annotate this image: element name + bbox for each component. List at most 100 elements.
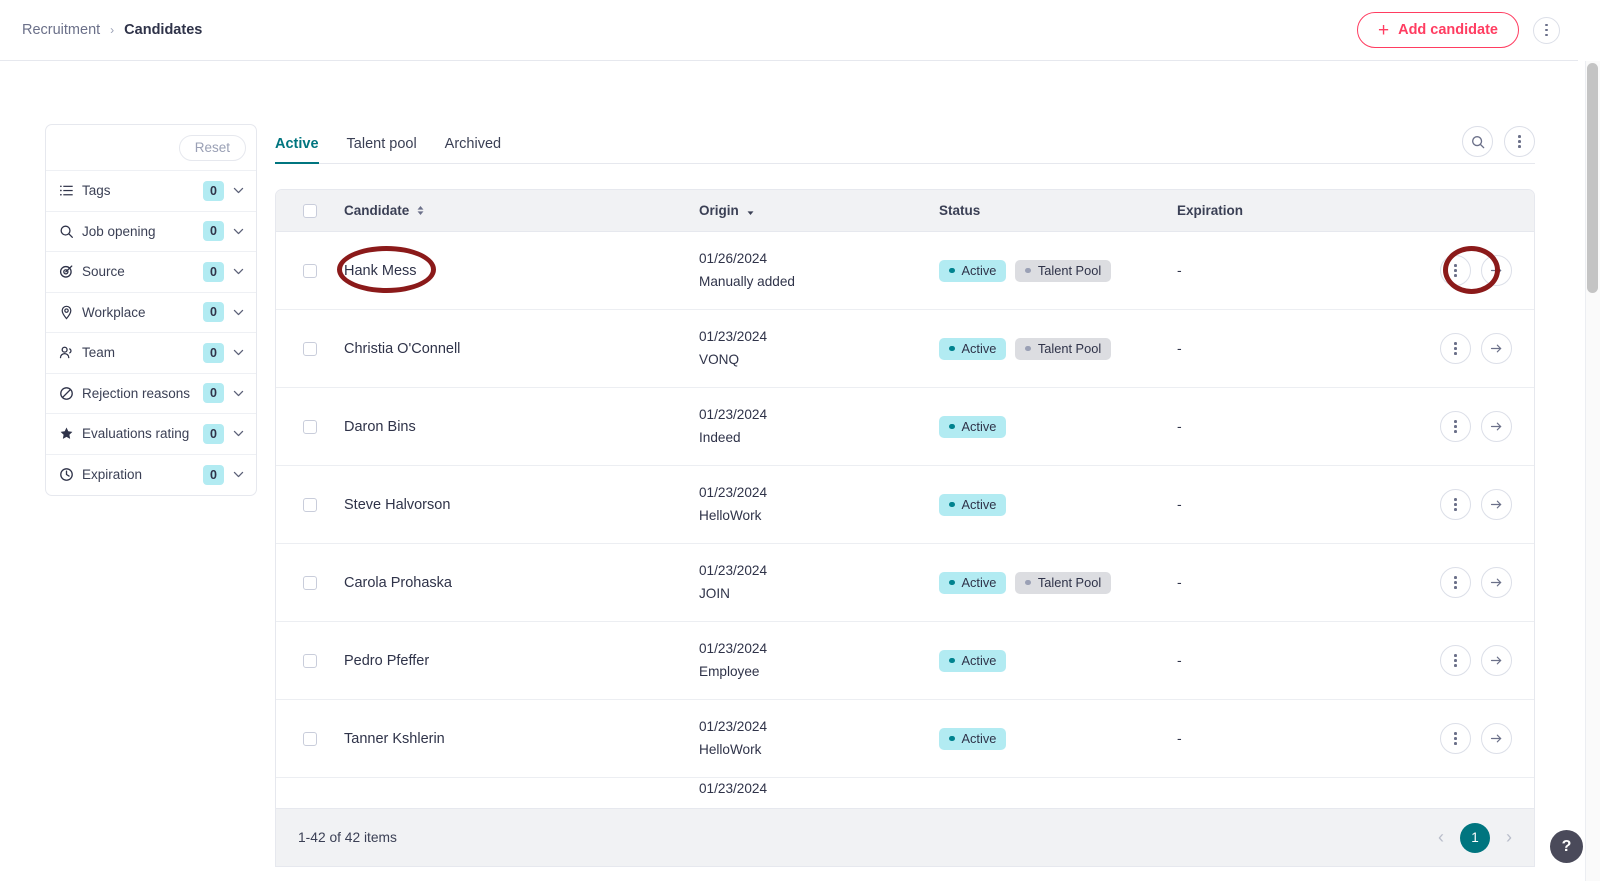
candidate-name-cell[interactable]: Pedro Pfeffer bbox=[344, 652, 699, 670]
chevron-down-icon[interactable] bbox=[232, 306, 245, 319]
table-row[interactable]: Steve Halvorson 01/23/2024 HelloWork Act… bbox=[276, 466, 1534, 544]
page-more-menu-button[interactable] bbox=[1533, 16, 1560, 44]
help-button[interactable]: ? bbox=[1550, 830, 1583, 863]
pagination-next-button[interactable]: › bbox=[1506, 827, 1512, 847]
tab-active[interactable]: Active bbox=[275, 136, 319, 164]
filter-item-job-opening[interactable]: Job opening 0 bbox=[46, 212, 256, 252]
add-candidate-button[interactable]: + Add candidate bbox=[1356, 12, 1519, 48]
top-bar: Recruitment › Candidates + Add candidate bbox=[0, 0, 1578, 61]
row-more-menu-button[interactable] bbox=[1440, 411, 1471, 442]
status-cell: Active Talent Pool bbox=[939, 337, 1177, 360]
column-header-candidate[interactable]: Candidate bbox=[344, 203, 699, 218]
chevron-down-icon[interactable] bbox=[232, 265, 245, 278]
filter-item-source[interactable]: Source 0 bbox=[46, 252, 256, 293]
candidate-name-cell[interactable]: Christia O'Connell bbox=[344, 340, 699, 358]
filter-item-rejection-reasons[interactable]: Rejection reasons 0 bbox=[46, 374, 256, 414]
chevron-down-icon[interactable] bbox=[232, 468, 245, 481]
candidate-name-cell[interactable]: Steve Halvorson bbox=[344, 496, 699, 514]
chevron-down-icon[interactable] bbox=[232, 225, 245, 238]
row-open-button[interactable] bbox=[1481, 645, 1512, 676]
table-row[interactable]: Hank Mess 01/26/2024 Manually added Acti… bbox=[276, 232, 1534, 310]
row-more-menu-button[interactable] bbox=[1440, 645, 1471, 676]
row-checkbox[interactable] bbox=[303, 341, 317, 356]
chevron-down-icon[interactable] bbox=[232, 387, 245, 400]
row-open-button[interactable] bbox=[1481, 489, 1512, 520]
tab-talent-pool[interactable]: Talent pool bbox=[346, 136, 417, 152]
expiration-cell: - bbox=[1177, 730, 1414, 748]
arrow-right-icon bbox=[1490, 656, 1502, 665]
table-row-partial[interactable]: 01/23/2024 bbox=[276, 778, 1534, 808]
row-more-menu-button[interactable] bbox=[1440, 255, 1471, 286]
row-checkbox[interactable] bbox=[303, 419, 317, 434]
column-header-origin[interactable]: Origin bbox=[699, 203, 939, 218]
sort-both-icon[interactable] bbox=[416, 205, 425, 216]
pagination-prev-button[interactable]: ‹ bbox=[1438, 827, 1444, 847]
expiration-cell: - bbox=[1177, 340, 1414, 358]
row-open-button[interactable] bbox=[1481, 333, 1512, 364]
pagination: ‹ 1 › bbox=[1438, 822, 1512, 853]
search-button[interactable] bbox=[1462, 126, 1493, 157]
candidate-name: Carola Prohaska bbox=[344, 574, 452, 591]
select-all-checkbox[interactable] bbox=[303, 203, 317, 218]
chevron-down-icon[interactable] bbox=[232, 346, 245, 359]
chevron-down-icon[interactable] bbox=[232, 184, 245, 197]
breadcrumb-parent[interactable]: Recruitment bbox=[22, 22, 101, 38]
table-row[interactable]: Christia O'Connell 01/23/2024 VONQ Activ… bbox=[276, 310, 1534, 388]
row-more-menu-button[interactable] bbox=[1440, 567, 1471, 598]
filter-count-badge: 0 bbox=[203, 423, 224, 444]
search-icon bbox=[1471, 135, 1484, 148]
row-actions bbox=[1414, 489, 1534, 520]
pagination-page-1[interactable]: 1 bbox=[1460, 822, 1490, 853]
reset-filters-button[interactable]: Reset bbox=[178, 134, 246, 161]
arrow-right-icon bbox=[1490, 500, 1502, 509]
select-all-cell bbox=[276, 203, 344, 218]
row-more-menu-button[interactable] bbox=[1440, 489, 1471, 520]
page-scrollbar-track[interactable] bbox=[1585, 61, 1600, 881]
row-open-button[interactable] bbox=[1481, 255, 1512, 286]
status-cell: Active bbox=[939, 493, 1177, 516]
filter-item-tags[interactable]: Tags 0 bbox=[46, 171, 256, 212]
row-checkbox[interactable] bbox=[303, 731, 317, 746]
filter-item-team[interactable]: Team 0 bbox=[46, 333, 256, 374]
tab-archived[interactable]: Archived bbox=[444, 136, 502, 152]
status-cell: Active Talent Pool bbox=[939, 571, 1177, 594]
sort-descending-icon[interactable] bbox=[746, 205, 755, 216]
table-row[interactable]: Daron Bins 01/23/2024 Indeed Active - bbox=[276, 388, 1534, 466]
row-checkbox[interactable] bbox=[303, 653, 317, 668]
row-checkbox[interactable] bbox=[303, 575, 317, 590]
origin-source: HelloWork bbox=[699, 507, 762, 523]
table-row[interactable]: Carola Prohaska 01/23/2024 JOIN Active T… bbox=[276, 544, 1534, 622]
table-more-menu-button[interactable] bbox=[1504, 126, 1535, 157]
row-open-button[interactable] bbox=[1481, 723, 1512, 754]
kebab-menu-icon bbox=[1518, 135, 1521, 148]
row-open-button[interactable] bbox=[1481, 567, 1512, 598]
row-checkbox[interactable] bbox=[303, 263, 317, 278]
table-row[interactable]: Pedro Pfeffer 01/23/2024 Employee Active… bbox=[276, 622, 1534, 700]
expiration-cell: - bbox=[1177, 574, 1414, 592]
arrow-right-icon bbox=[1490, 344, 1502, 353]
candidate-name-cell[interactable]: Tanner Kshlerin bbox=[344, 730, 699, 748]
row-checkbox[interactable] bbox=[303, 497, 317, 512]
expiration-cell: - bbox=[1177, 418, 1414, 436]
status-badge-active: Active bbox=[939, 649, 1007, 672]
arrow-right-icon bbox=[1490, 266, 1502, 275]
row-more-menu-button[interactable] bbox=[1440, 723, 1471, 754]
page-scrollbar-thumb[interactable] bbox=[1587, 63, 1598, 293]
candidate-name-cell[interactable]: Daron Bins bbox=[344, 418, 699, 436]
filter-item-workplace[interactable]: Workplace 0 bbox=[46, 293, 256, 333]
candidate-name-cell[interactable]: Carola Prohaska bbox=[344, 574, 699, 592]
row-actions bbox=[1414, 255, 1534, 286]
row-more-menu-button[interactable] bbox=[1440, 333, 1471, 364]
chevron-down-icon[interactable] bbox=[232, 427, 245, 440]
filter-count-badge: 0 bbox=[203, 261, 224, 282]
kebab-menu-icon bbox=[1454, 420, 1457, 433]
candidate-name-cell[interactable]: Hank Mess bbox=[344, 262, 699, 280]
origin-source: HelloWork bbox=[699, 741, 762, 757]
filter-item-evaluations-rating[interactable]: Evaluations rating 0 bbox=[46, 414, 256, 455]
origin-source: Employee bbox=[699, 663, 760, 679]
filter-item-expiration[interactable]: Expiration 0 bbox=[46, 455, 256, 496]
row-open-button[interactable] bbox=[1481, 411, 1512, 442]
origin-date: 01/26/2024 bbox=[699, 251, 768, 267]
table-row[interactable]: Tanner Kshlerin 01/23/2024 HelloWork Act… bbox=[276, 700, 1534, 778]
status-dot-icon bbox=[949, 735, 955, 742]
